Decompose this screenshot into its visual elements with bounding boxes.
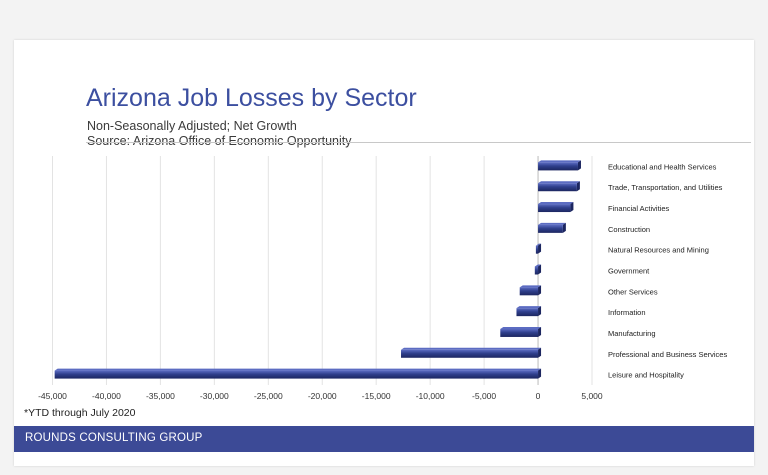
- chart-title: Arizona Job Losses by Sector: [86, 84, 417, 112]
- bar-side-face: [577, 160, 581, 171]
- bar-top-face: [401, 347, 542, 350]
- title-divider: [86, 142, 751, 143]
- bar-top-face: [516, 306, 542, 309]
- x-tick-label: -35,000: [146, 391, 175, 401]
- bar-top-face: [54, 368, 542, 371]
- bar-top-face: [535, 243, 542, 246]
- category-label: Construction: [608, 225, 650, 234]
- x-tick-label: -45,000: [38, 391, 67, 401]
- bar-side-face: [538, 243, 542, 254]
- category-label: Natural Resources and Mining: [608, 246, 709, 255]
- category-label: Government: [608, 267, 650, 276]
- bar-top-face: [538, 202, 574, 205]
- bar: [54, 370, 539, 379]
- x-tick-label: -10,000: [416, 391, 445, 401]
- x-tick-label: -20,000: [308, 391, 337, 401]
- x-tick-label: 0: [536, 391, 541, 401]
- bar-side-face: [538, 326, 542, 337]
- bar: [538, 183, 577, 192]
- bar-top-face: [538, 181, 580, 184]
- subtitle-line-2: Source: Arizona Office of Economic Oppor…: [87, 134, 352, 148]
- x-tick-label: -5,000: [472, 391, 496, 401]
- category-label: Educational and Health Services: [608, 162, 717, 171]
- bar-side-face: [562, 222, 566, 233]
- chart-subtitle: Non-Seasonally Adjusted; Net Growth Sour…: [87, 119, 351, 149]
- bar-top-face: [519, 285, 542, 288]
- footer-bar: ROUNDS CONSULTING GROUP: [14, 426, 754, 452]
- category-label: Financial Activities: [608, 204, 670, 213]
- bar: [538, 224, 563, 233]
- bar-side-face: [570, 202, 574, 213]
- footer-label: ROUNDS CONSULTING GROUP: [25, 432, 203, 444]
- category-label: Information: [608, 308, 646, 317]
- bar: [401, 349, 539, 358]
- category-label: Professional and Business Services: [608, 350, 727, 359]
- bar-side-face: [538, 306, 542, 317]
- x-tick-label: 5,000: [581, 391, 603, 401]
- footnote: *YTD through July 2020: [24, 407, 136, 419]
- bar: [500, 328, 539, 337]
- bar-side-face: [538, 368, 542, 379]
- bar-top-face: [538, 222, 566, 225]
- x-tick-label: -30,000: [200, 391, 229, 401]
- bar-side-face: [538, 285, 542, 296]
- category-label: Leisure and Hospitality: [608, 371, 684, 380]
- category-label: Manufacturing: [608, 329, 656, 338]
- subtitle-line-1: Non-Seasonally Adjusted; Net Growth: [87, 119, 297, 133]
- bar: [516, 308, 539, 317]
- x-tick-label: -40,000: [92, 391, 121, 401]
- bar-top-face: [500, 326, 542, 329]
- x-tick-label: -15,000: [362, 391, 391, 401]
- bar-top-face: [534, 264, 542, 267]
- bar-top-face: [538, 160, 581, 163]
- bar-side-face: [538, 347, 542, 358]
- category-label: Other Services: [608, 287, 658, 296]
- x-tick-label: -25,000: [254, 391, 283, 401]
- bar-side-face: [576, 181, 580, 192]
- bar-side-face: [538, 264, 542, 275]
- bar: [534, 266, 539, 275]
- bar-chart: -45,000 -40,000 -35,000 -30,000 -25,000 -20,0…: [38, 156, 727, 401]
- bar: [535, 245, 539, 254]
- category-label: Trade, Transportation, and Utilities: [608, 183, 723, 192]
- bar: [538, 162, 578, 171]
- slide: Arizona Job Losses by Sector Non-Seasona…: [14, 40, 754, 466]
- bar: [538, 204, 571, 213]
- bar: [519, 287, 539, 296]
